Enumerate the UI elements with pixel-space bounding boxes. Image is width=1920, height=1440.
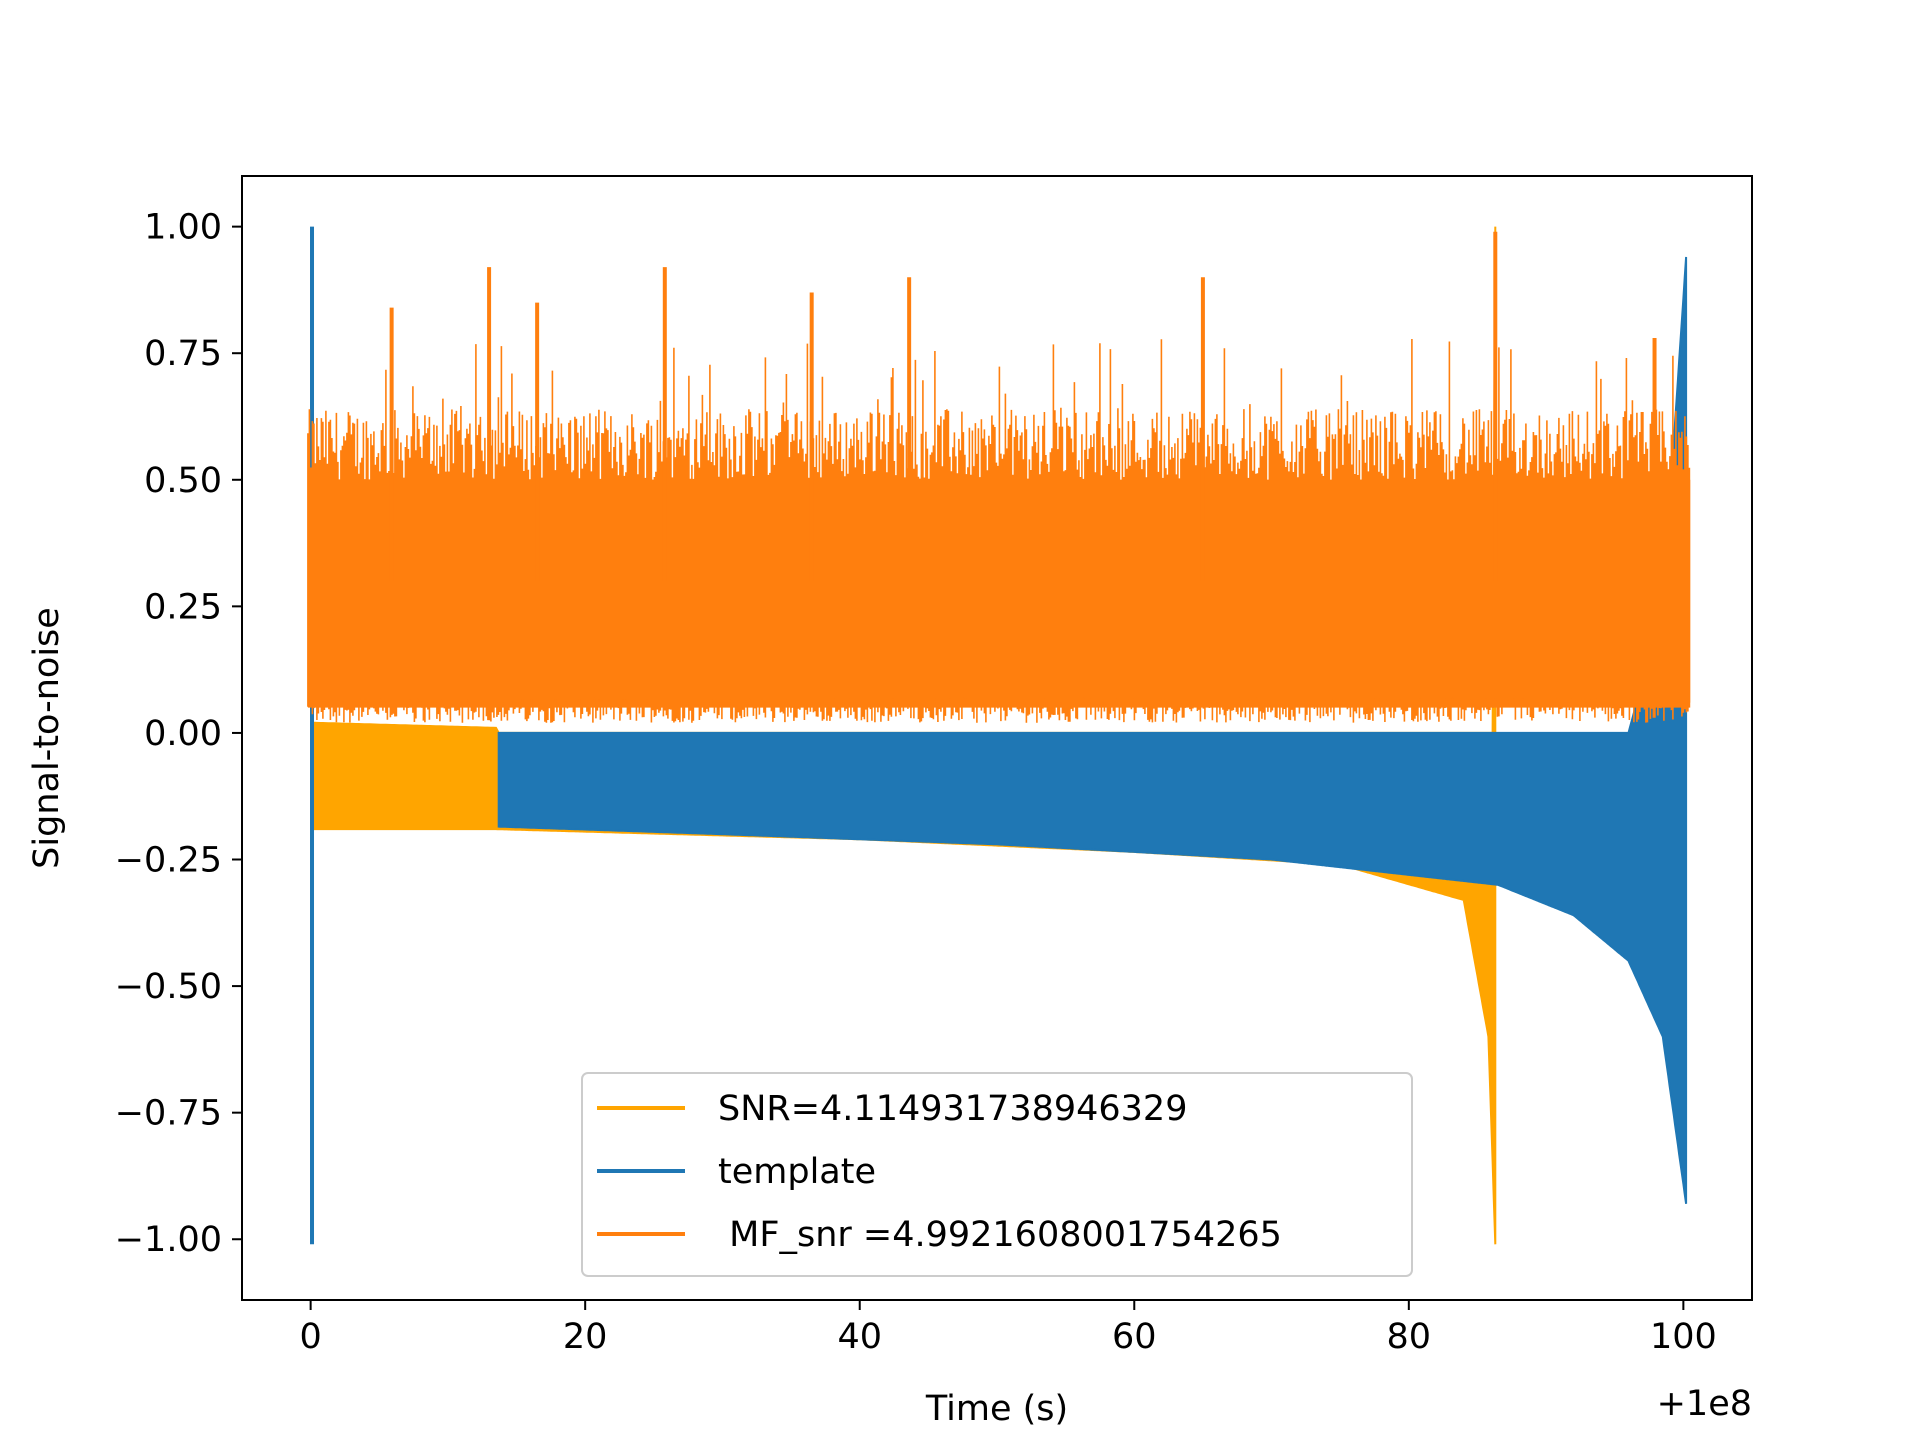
y-tick-label: −0.75 bbox=[115, 1094, 222, 1134]
y-tick-label: 0.50 bbox=[144, 461, 222, 501]
x-axis-offset-label: +1e8 bbox=[1657, 1384, 1752, 1424]
y-tick-label: 0.00 bbox=[144, 714, 222, 754]
x-tick-label: 60 bbox=[1112, 1317, 1157, 1357]
y-tick-label: 1.00 bbox=[144, 208, 222, 248]
y-tick-label: −0.50 bbox=[115, 967, 222, 1007]
y-axis-label: Signal-to-noise bbox=[27, 607, 67, 869]
x-axis: 0 20 40 60 80 100 bbox=[299, 1300, 1717, 1357]
legend-label-snr: SNR=4.114931738946329 bbox=[718, 1089, 1187, 1129]
legend-label-template: template bbox=[718, 1152, 876, 1192]
legend-box bbox=[581, 1072, 1413, 1277]
x-tick-label: 20 bbox=[563, 1317, 608, 1357]
y-tick-label: −1.00 bbox=[115, 1220, 222, 1260]
x-tick-label: 80 bbox=[1387, 1317, 1432, 1357]
x-tick-label: 100 bbox=[1650, 1317, 1717, 1357]
y-tick-label: 0.75 bbox=[144, 334, 222, 374]
y-tick-label: −0.25 bbox=[115, 841, 222, 881]
y-tick-label: 0.25 bbox=[144, 587, 222, 627]
series-mf-snr-line bbox=[307, 231, 1691, 723]
y-axis: 1.00 0.75 0.50 0.25 0.00 −0.25 −0.50 −0.75 −1.00 bbox=[115, 208, 242, 1260]
series-mf-snr-noise bbox=[307, 339, 1691, 723]
legend-label-mf-snr: MF_snr =4.9921608001754265 bbox=[718, 1215, 1282, 1255]
series-layer bbox=[307, 226, 1691, 1245]
series-template-line bbox=[497, 256, 1688, 1204]
legend: SNR=4.114931738946329 template MF_snr =4… bbox=[581, 1072, 1413, 1277]
x-axis-label: Time (s) bbox=[925, 1389, 1068, 1429]
plot-frame bbox=[241, 175, 1753, 1301]
x-tick-label: 0 bbox=[299, 1317, 321, 1357]
x-tick-label: 40 bbox=[837, 1317, 882, 1357]
